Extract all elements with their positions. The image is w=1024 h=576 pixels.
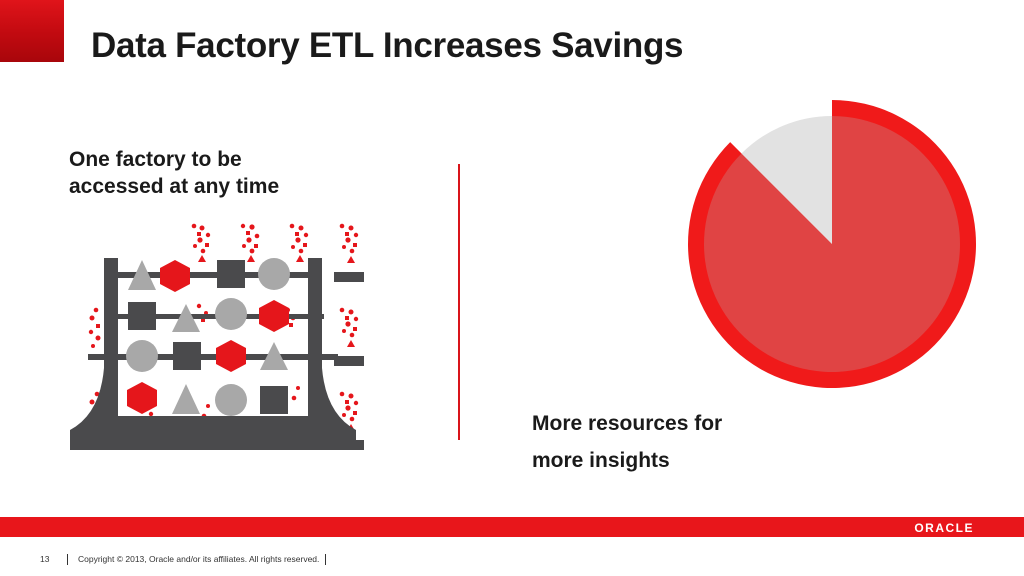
red-hexagon	[216, 340, 246, 372]
gray-circle	[215, 298, 247, 330]
factory-frame	[70, 258, 356, 450]
footer-separator	[325, 554, 326, 565]
dark-square	[173, 342, 201, 370]
gray-circle	[215, 384, 247, 416]
right-caption-line-2: more insights	[532, 449, 670, 472]
dark-square	[260, 386, 288, 414]
copyright-notice: Copyright © 2013, Oracle and/or its affi…	[78, 554, 320, 564]
footer-red-bar	[0, 517, 1024, 537]
gray-triangle	[172, 304, 200, 332]
dark-square	[217, 260, 245, 288]
slide-title: Data Factory ETL Increases Savings	[91, 26, 684, 65]
red-hexagon	[259, 300, 289, 332]
footer-separator	[67, 554, 68, 565]
oracle-logo: ORACLE	[914, 521, 974, 535]
left-caption-line-2: accessed at any time	[69, 175, 280, 198]
right-caption: More resources for more insights	[532, 405, 832, 479]
footer: 13 Copyright © 2013, Oracle and/or its a…	[0, 552, 1024, 566]
gray-triangle	[128, 260, 156, 290]
left-caption-line-1: One factory to be	[69, 148, 242, 171]
gray-circle	[126, 340, 158, 372]
right-caption-line-1: More resources for	[532, 412, 723, 435]
gray-circle	[258, 258, 290, 290]
left-caption: One factory to be accessed at any time	[69, 146, 369, 200]
red-hexagon	[127, 382, 157, 414]
page-number: 13	[40, 554, 50, 564]
red-hexagon	[160, 260, 190, 292]
gray-triangle	[260, 342, 288, 370]
pie-gray-slice	[741, 116, 832, 244]
vertical-divider	[458, 164, 460, 440]
resources-pie	[688, 100, 977, 388]
pie-red-slice	[703, 116, 960, 372]
data-factory-illustration	[70, 223, 364, 450]
dark-square	[128, 302, 156, 330]
gray-triangle	[172, 384, 200, 414]
corner-accent	[0, 0, 64, 62]
